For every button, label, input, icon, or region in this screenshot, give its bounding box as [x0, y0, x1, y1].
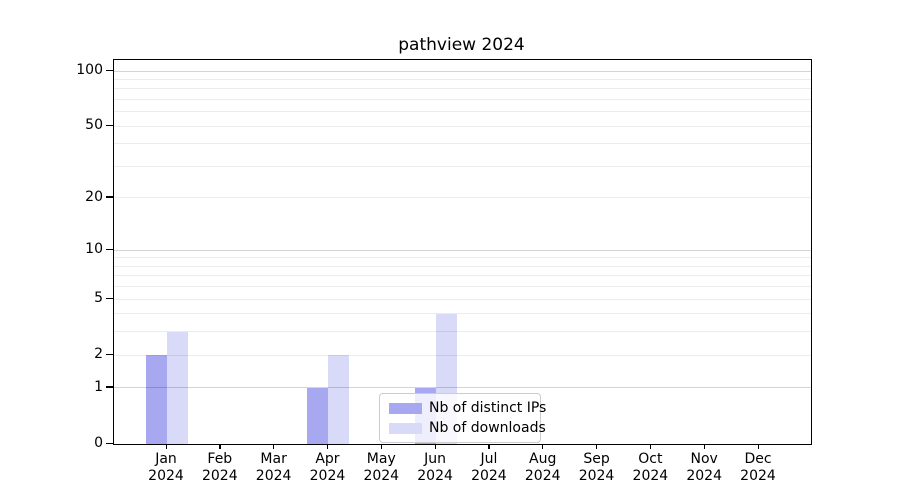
x-tick-mark — [165, 444, 167, 449]
bar-downloads-apr — [328, 355, 350, 444]
x-tick-mark — [703, 444, 705, 449]
gridline-40 — [114, 143, 811, 145]
x-tick-label-dec: Dec 2024 — [740, 451, 776, 484]
chart-title: pathview 2024 — [398, 35, 525, 55]
legend-swatch-downloads — [389, 422, 422, 434]
gridline-9 — [114, 257, 811, 259]
gridline-2 — [114, 354, 811, 356]
y-tick-label-5: 5 — [94, 290, 103, 307]
y-tick-label-20: 20 — [85, 188, 103, 205]
x-tick-mark — [757, 444, 759, 449]
legend-row-distinct-ips: Nb of distinct IPs — [389, 400, 546, 416]
x-tick-label-aug: Aug 2024 — [524, 451, 561, 484]
gridline-8 — [114, 265, 811, 267]
gridline-10 — [114, 249, 811, 251]
y-tick-label-0: 0 — [94, 435, 103, 451]
x-tick-label-may: May 2024 — [363, 451, 400, 484]
gridline-1 — [114, 387, 811, 389]
x-tick-mark — [380, 444, 382, 449]
y-tick-mark — [106, 442, 113, 444]
legend-label-distinct-ips: Nb of distinct IPs — [429, 400, 547, 416]
y-tick-label-10: 10 — [85, 241, 103, 258]
bar-downloads-jan — [167, 331, 188, 444]
gridline-70 — [114, 98, 811, 100]
y-tick-label-50: 50 — [85, 117, 103, 134]
gridline-80 — [114, 88, 811, 90]
y-tick-mark — [106, 386, 113, 388]
y-tick-label-2: 2 — [94, 346, 103, 363]
x-tick-mark — [326, 444, 329, 449]
gridline-30 — [114, 165, 811, 167]
gridline-3 — [114, 331, 811, 333]
x-tick-mark — [488, 444, 490, 449]
x-tick-mark — [219, 444, 221, 449]
x-tick-label-jun: Jun 2024 — [417, 451, 453, 484]
x-tick-mark — [542, 444, 544, 449]
gridline-20 — [114, 197, 811, 199]
x-tick-mark — [649, 444, 652, 449]
y-tick-mark — [106, 124, 113, 126]
x-tick-label-oct: Oct 2024 — [632, 451, 669, 484]
y-tick-mark — [106, 353, 113, 355]
legend-row-downloads: Nb of downloads — [389, 420, 546, 436]
gridline-90 — [114, 78, 811, 80]
gridline-100 — [114, 70, 811, 72]
y-tick-label-100: 100 — [76, 62, 103, 78]
legend: Nb of distinct IPs Nb of downloads — [379, 393, 546, 443]
x-tick-label-feb: Feb 2024 — [201, 451, 238, 484]
y-tick-mark — [106, 69, 113, 71]
y-tick-mark — [106, 297, 113, 299]
x-tick-label-jan: Jan 2024 — [148, 451, 184, 484]
gridline-5 — [114, 298, 811, 300]
x-tick-label-sep: Sep 2024 — [578, 451, 615, 484]
gridline-50 — [114, 125, 811, 127]
gridline-4 — [114, 313, 811, 315]
y-tick-mark — [106, 196, 113, 198]
legend-label-downloads: Nb of downloads — [429, 420, 546, 436]
x-tick-mark — [434, 444, 436, 449]
legend-swatch-distinct-ips — [389, 402, 422, 414]
bar-distinct-ips-apr — [307, 387, 329, 444]
x-tick-label-mar: Mar 2024 — [255, 451, 292, 484]
gridline-60 — [114, 111, 811, 113]
x-tick-label-jul: Jul 2024 — [471, 451, 507, 484]
plot-area: Nb of distinct IPs Nb of downloads — [113, 59, 812, 445]
y-tick-label-1: 1 — [94, 378, 103, 395]
gridline-6 — [114, 286, 811, 288]
x-tick-mark — [273, 444, 275, 449]
x-tick-mark — [596, 444, 598, 449]
gridline-7 — [114, 275, 811, 277]
x-tick-label-apr: Apr 2024 — [309, 451, 346, 484]
y-tick-mark — [106, 248, 113, 250]
x-tick-label-nov: Nov 2024 — [686, 451, 722, 484]
bar-distinct-ips-jan — [146, 355, 167, 444]
